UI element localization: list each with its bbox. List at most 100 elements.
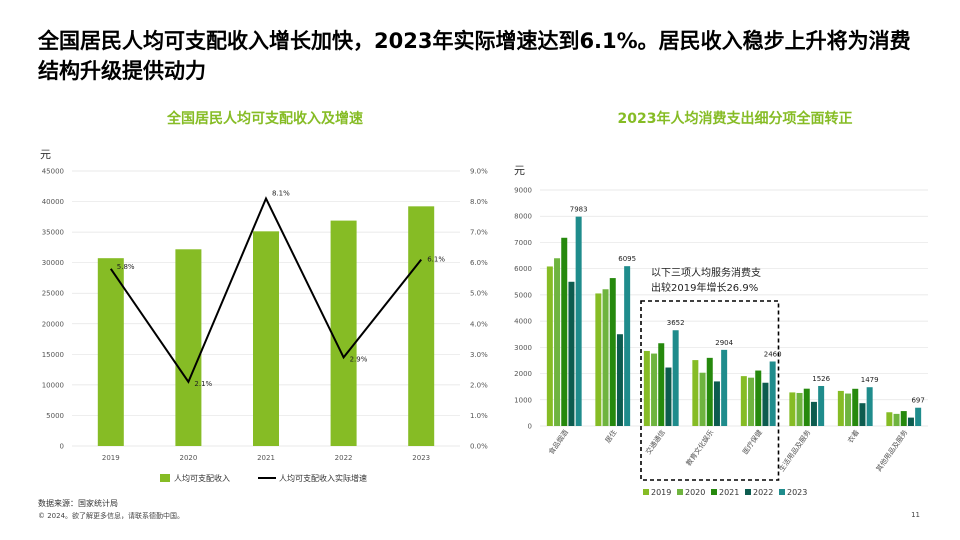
copyright-note: © 2024。欲了解更多信息，请联系德勤中国。 — [38, 512, 185, 520]
legend-swatch-2019 — [643, 489, 649, 495]
y-tick-label: 20000 — [42, 320, 64, 328]
consumption-bar — [609, 278, 616, 426]
consumption-bar — [748, 377, 755, 426]
annotation-box — [640, 300, 780, 481]
growth-line — [109, 196, 422, 384]
x-tick-label: 2019 — [102, 454, 120, 462]
x-category-label: 教育文化娱乐 — [684, 428, 715, 468]
x-category-label: 衣着 — [845, 428, 860, 445]
consumption-bar — [810, 401, 817, 426]
growth-data-label: 2.1% — [194, 380, 212, 388]
bar-value-label: 7983 — [570, 206, 588, 214]
consumption-bar — [713, 381, 720, 426]
consumption-bar — [796, 392, 803, 426]
bar-value-label: 697 — [911, 397, 924, 405]
y-tick-label: 2000 — [514, 370, 532, 378]
consumption-bar — [665, 367, 672, 426]
consumption-bar — [740, 376, 747, 426]
y-tick-label: 0 — [528, 423, 532, 431]
legend-label-2023: 2023 — [787, 488, 807, 497]
consumption-bar — [769, 361, 776, 426]
legend-label-2022: 2022 — [753, 488, 773, 497]
y2-tick-label: 9.0% — [470, 168, 488, 176]
y2-tick-label: 0.0% — [470, 443, 488, 451]
income-bar — [175, 249, 202, 446]
chart-2-title: 2023年人均消费支出细分项全面转正 — [617, 111, 853, 127]
y2-tick-label: 3.0% — [470, 351, 488, 359]
growth-data-label: 5.8% — [117, 263, 135, 271]
consumption-bar — [721, 349, 728, 426]
consumption-bar — [602, 289, 609, 426]
x-tick-label: 2023 — [412, 454, 430, 462]
y-tick-label: 25000 — [42, 290, 64, 298]
y-tick-label: 6000 — [514, 265, 532, 273]
y-axis-unit: 元 — [514, 164, 525, 177]
y-tick-label: 9000 — [514, 187, 532, 195]
y-tick-label: 35000 — [42, 229, 64, 237]
consumption-bar — [755, 370, 762, 426]
annotation-line-2: 出较2019年增长26.9% — [651, 281, 758, 294]
growth-data-label: 8.1% — [272, 190, 290, 198]
consumption-bar — [900, 411, 907, 426]
bar-value-label: 1479 — [861, 376, 879, 384]
x-tick-label: 2022 — [335, 454, 353, 462]
x-category-label: 交通通信 — [643, 428, 666, 456]
x-category-label: 食品烟酒 — [546, 428, 569, 456]
y-tick-label: 15000 — [42, 351, 64, 359]
consumption-bar — [845, 393, 852, 426]
consumption-bar — [692, 360, 699, 426]
y2-tick-label: 1.0% — [470, 412, 488, 420]
consumption-bar — [651, 353, 658, 426]
consumption-bar — [568, 281, 575, 426]
x-tick-label: 2020 — [179, 454, 197, 462]
consumption-bar — [624, 266, 631, 426]
y-tick-label: 5000 — [46, 412, 64, 420]
y-tick-label: 10000 — [42, 381, 64, 389]
income-bar — [253, 231, 279, 446]
chart-1-title: 全国居民人均可支配收入及增速 — [167, 111, 363, 127]
consumption-bar — [561, 237, 568, 426]
y2-tick-label: 5.0% — [470, 290, 488, 298]
income-chart: 0 5000 10000 15000 20000 25000 30000 35000 40000… — [40, 148, 488, 483]
growth-data-label: 6.1% — [427, 256, 445, 264]
consumption-bar — [866, 387, 873, 426]
annotation-line-1: 以下三项人均服务消费支 — [651, 266, 761, 279]
consumption-bar — [643, 350, 650, 426]
consumption-bar — [893, 413, 900, 426]
bar-value-label: 2460 — [764, 350, 782, 358]
consumption-bar — [672, 330, 679, 426]
bar-value-label: 2904 — [715, 339, 733, 347]
y-tick-label: 5000 — [514, 291, 532, 299]
consumption-bar — [818, 385, 825, 426]
growth-data-label: 2.9% — [350, 355, 368, 363]
y2-tick-label: 7.0% — [470, 229, 488, 237]
y2-tick-label: 4.0% — [470, 320, 488, 328]
x-category-label: 生活用品及服务 — [777, 428, 812, 473]
legend-label-2021: 2021 — [719, 488, 739, 497]
y-tick-label: 1000 — [514, 396, 532, 404]
page-headline: 全国居民人均可支配收入增长加快，2023年实际增速达到6.1%。居民收入稳步上升… — [38, 29, 911, 83]
consumption-bar — [762, 382, 769, 426]
consumption-bar — [907, 417, 914, 426]
y2-tick-label: 8.0% — [470, 198, 488, 206]
consumption-bar — [859, 403, 866, 426]
consumption-bar — [616, 334, 623, 426]
legend-swatch-income — [160, 474, 170, 482]
y-tick-label: 0 — [60, 443, 64, 451]
consumption-bar — [789, 392, 796, 426]
legend-swatch-2021 — [711, 489, 717, 495]
x-category-label: 医疗保健 — [740, 428, 763, 456]
consumption-bar — [554, 258, 561, 426]
consumption-bar — [546, 266, 553, 426]
consumption-bar — [886, 412, 893, 426]
income-bar — [330, 220, 357, 446]
legend-label-2020: 2020 — [685, 488, 705, 497]
bar-value-label: 1526 — [812, 375, 830, 383]
y2-tick-label: 6.0% — [470, 259, 488, 267]
consumption-bar — [658, 343, 665, 426]
income-bar — [408, 206, 435, 446]
bar-value-label: 6095 — [618, 255, 636, 263]
consumption-bar — [575, 216, 582, 426]
page-number: 11 — [911, 511, 920, 519]
